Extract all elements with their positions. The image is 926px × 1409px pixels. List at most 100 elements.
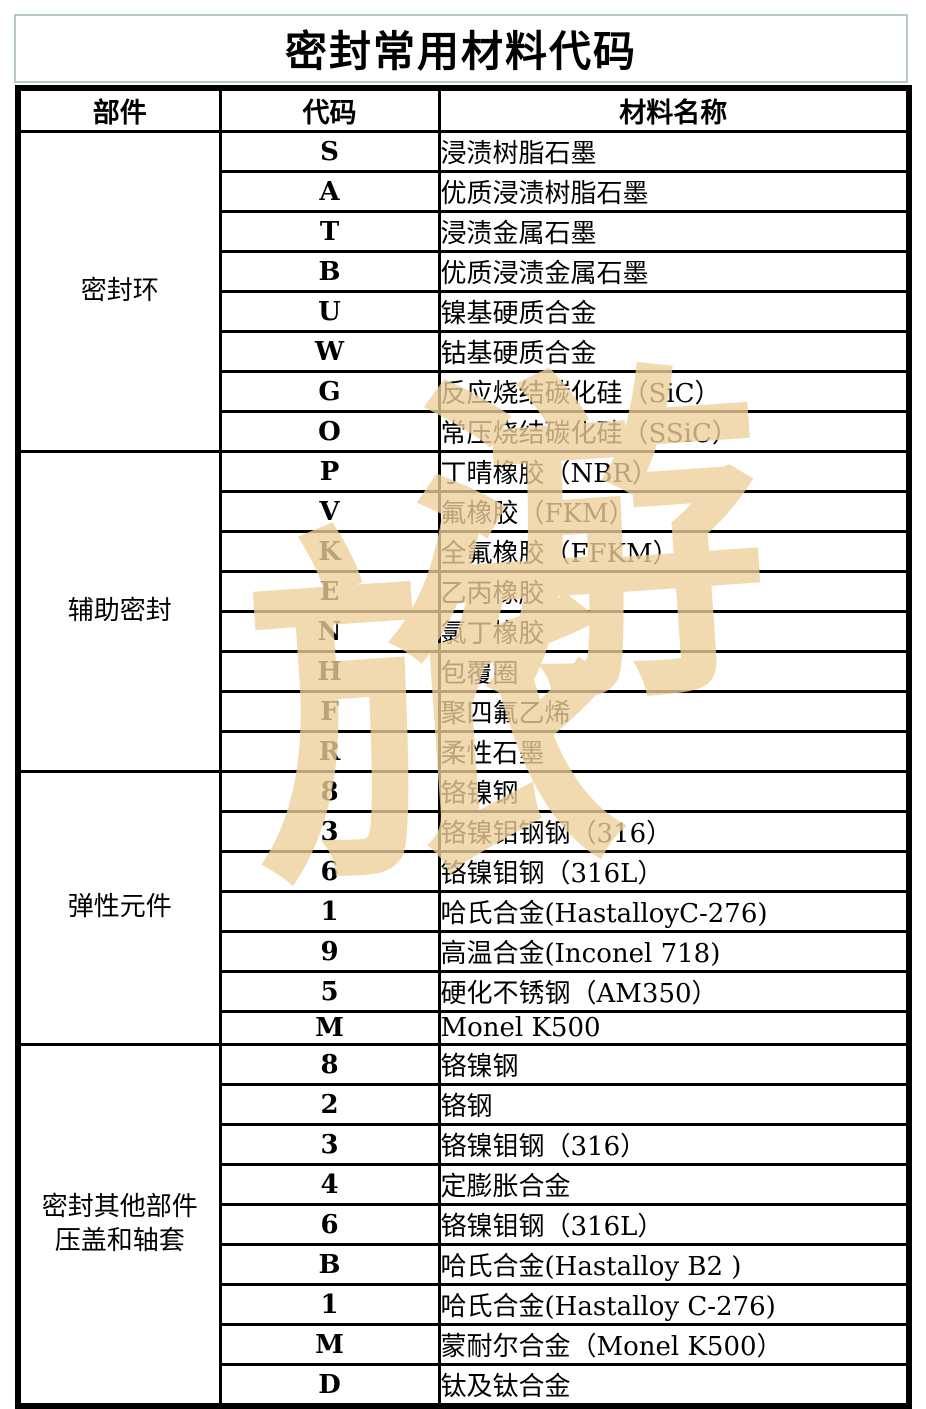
table-row: 4 定膨胀合金 xyxy=(18,1163,911,1206)
material-cell: 浸渍树脂石墨 xyxy=(437,130,911,173)
material-cell: 柔性石墨 xyxy=(437,730,911,773)
material-cell: 铬镍钢 xyxy=(437,1043,911,1086)
material-cell: 氟橡胶（FKM） xyxy=(437,490,911,533)
code-cell: 3 xyxy=(218,810,441,853)
component-cell: 弹性元件 xyxy=(16,770,222,1046)
material-cell: 丁晴橡胶（NBR） xyxy=(437,450,911,493)
code-cell: G xyxy=(218,370,441,413)
table-header-row: 部件 代码 材料名称 xyxy=(16,86,911,133)
material-cell: 包覆圈 xyxy=(437,650,911,693)
table-row: 6 铬镍钼钢（316L） xyxy=(18,1203,911,1246)
material-cell: 铬镍钼钢（316L） xyxy=(437,850,911,893)
table-row: V 氟橡胶（FKM） xyxy=(18,490,911,533)
material-cell: 优质浸渍金属石墨 xyxy=(437,250,911,293)
code-cell: A xyxy=(218,170,441,213)
code-cell: E xyxy=(218,570,441,613)
code-cell: N xyxy=(218,610,441,653)
table-row: 2 铬钢 xyxy=(18,1083,911,1126)
table-row: N 氯丁橡胶 xyxy=(18,610,911,653)
table-row: 密封环 S 浸渍树脂石墨 xyxy=(16,130,911,453)
code-cell: 1 xyxy=(218,890,441,933)
code-cell: D xyxy=(218,1363,441,1408)
table-row: 辅助密封 P 丁晴橡胶（NBR） xyxy=(16,450,911,773)
table-row: U 镍基硬质合金 xyxy=(18,290,911,333)
table-body: 密封环 S 浸渍树脂石墨 A 优质浸渍树脂石墨 T 浸渍金属石墨 B 优质浸渍金属石墨 U 镍基硬质… xyxy=(16,130,911,1408)
material-cell: 铬镍钼钢（316L） xyxy=(437,1203,911,1246)
material-cell: 反应烧结碳化硅（SiC） xyxy=(437,370,911,413)
code-cell: H xyxy=(218,650,441,693)
table-row: F 聚四氟乙烯 xyxy=(18,690,911,733)
table-row: 1 哈氏合金(HastalloyC-276) xyxy=(18,890,911,933)
title-box: 密封常用材料代码 xyxy=(14,14,908,83)
code-cell: R xyxy=(218,730,441,773)
table-row: B 哈氏合金(Hastalloy B2 ) xyxy=(18,1243,911,1286)
material-cell: 高温合金(Inconel 718) xyxy=(437,930,911,973)
code-cell: 6 xyxy=(218,1203,441,1246)
code-cell: 5 xyxy=(218,970,441,1013)
column-header-material: 材料名称 xyxy=(437,86,911,133)
material-cell: 铬镍钢 xyxy=(437,770,911,813)
table-row: 弹性元件 8 铬镍钢 xyxy=(16,770,911,1046)
material-cell: 优质浸渍树脂石墨 xyxy=(437,170,911,213)
material-cell: 钛及钛合金 xyxy=(437,1363,911,1408)
code-cell: 9 xyxy=(218,930,441,973)
table-row: E 乙丙橡胶 xyxy=(18,570,911,613)
component-label-line: 压盖和轴套 xyxy=(54,1225,185,1256)
code-cell: M xyxy=(218,1010,441,1046)
code-cell: B xyxy=(218,250,441,293)
material-cell: 全氟橡胶（FFKM） xyxy=(437,530,911,573)
code-cell: V xyxy=(218,490,441,533)
table-row: 9 高温合金(Inconel 718) xyxy=(18,930,911,973)
table-row: M Monel K500 xyxy=(18,1010,911,1046)
component-label-line: 弹性元件 xyxy=(67,892,172,923)
code-cell: 4 xyxy=(218,1163,441,1206)
code-cell: 6 xyxy=(218,850,441,893)
material-cell: 哈氏合金(Hastalloy B2 ) xyxy=(437,1243,911,1286)
code-cell: O xyxy=(218,410,441,453)
code-cell: W xyxy=(218,330,441,373)
table-row: K 全氟橡胶（FFKM） xyxy=(18,530,911,573)
table-row: 6 铬镍钼钢（316L） xyxy=(18,850,911,893)
table-row: 3 铬镍钼钢钢（316） xyxy=(18,810,911,853)
component-cell: 辅助密封 xyxy=(16,450,222,773)
code-cell: S xyxy=(218,130,441,173)
table-row: T 浸渍金属石墨 xyxy=(18,210,911,253)
code-cell: K xyxy=(218,530,441,573)
table-row: 5 硬化不锈钢（AM350） xyxy=(18,970,911,1013)
material-code-table: 部件 代码 材料名称 密封环 S 浸渍树脂石墨 A 优质浸渍树脂石墨 T 浸渍金属石墨 B 优质… xyxy=(15,85,912,1409)
table-row: A 优质浸渍树脂石墨 xyxy=(18,170,911,213)
code-cell: 8 xyxy=(218,1043,441,1086)
code-cell: 3 xyxy=(218,1123,441,1166)
code-cell: 2 xyxy=(218,1083,441,1126)
material-cell: 钴基硬质合金 xyxy=(437,330,911,373)
material-cell: 定膨胀合金 xyxy=(437,1163,911,1206)
material-cell: 氯丁橡胶 xyxy=(437,610,911,653)
code-cell: U xyxy=(218,290,441,333)
table-row: R 柔性石墨 xyxy=(18,730,911,773)
table-row: 密封其他部件 压盖和轴套 8 铬镍钢 xyxy=(16,1043,911,1408)
material-cell: 常压烧结碳化硅（SSiC） xyxy=(437,410,911,453)
table-row: O 常压烧结碳化硅（SSiC） xyxy=(18,410,911,453)
material-cell: 聚四氟乙烯 xyxy=(437,690,911,733)
code-cell: P xyxy=(218,450,441,493)
component-label-line: 辅助密封 xyxy=(67,595,172,626)
code-cell: T xyxy=(218,210,441,253)
column-header-component: 部件 xyxy=(16,86,222,133)
column-header-code: 代码 xyxy=(218,86,441,133)
material-cell: 铬钢 xyxy=(437,1083,911,1126)
material-cell: 哈氏合金(Hastalloy C-276) xyxy=(437,1283,911,1326)
code-cell: 1 xyxy=(218,1283,441,1326)
table-row: B 优质浸渍金属石墨 xyxy=(18,250,911,293)
material-cell: 哈氏合金(HastalloyC-276) xyxy=(437,890,911,933)
component-label-line: 密封环 xyxy=(80,275,159,306)
page-title: 密封常用材料代码 xyxy=(284,27,637,76)
material-cell: 铬镍钼钢（316） xyxy=(437,1123,911,1166)
material-cell: 镍基硬质合金 xyxy=(437,290,911,333)
component-label-line: 密封其他部件 xyxy=(41,1191,198,1222)
material-cell: 蒙耐尔合金（Monel K500） xyxy=(437,1323,911,1366)
material-cell: 浸渍金属石墨 xyxy=(437,210,911,253)
material-cell: 乙丙橡胶 xyxy=(437,570,911,613)
material-cell: 硬化不锈钢（AM350） xyxy=(437,970,911,1013)
table-row: 3 铬镍钼钢（316） xyxy=(18,1123,911,1166)
table-row: H 包覆圈 xyxy=(18,650,911,693)
